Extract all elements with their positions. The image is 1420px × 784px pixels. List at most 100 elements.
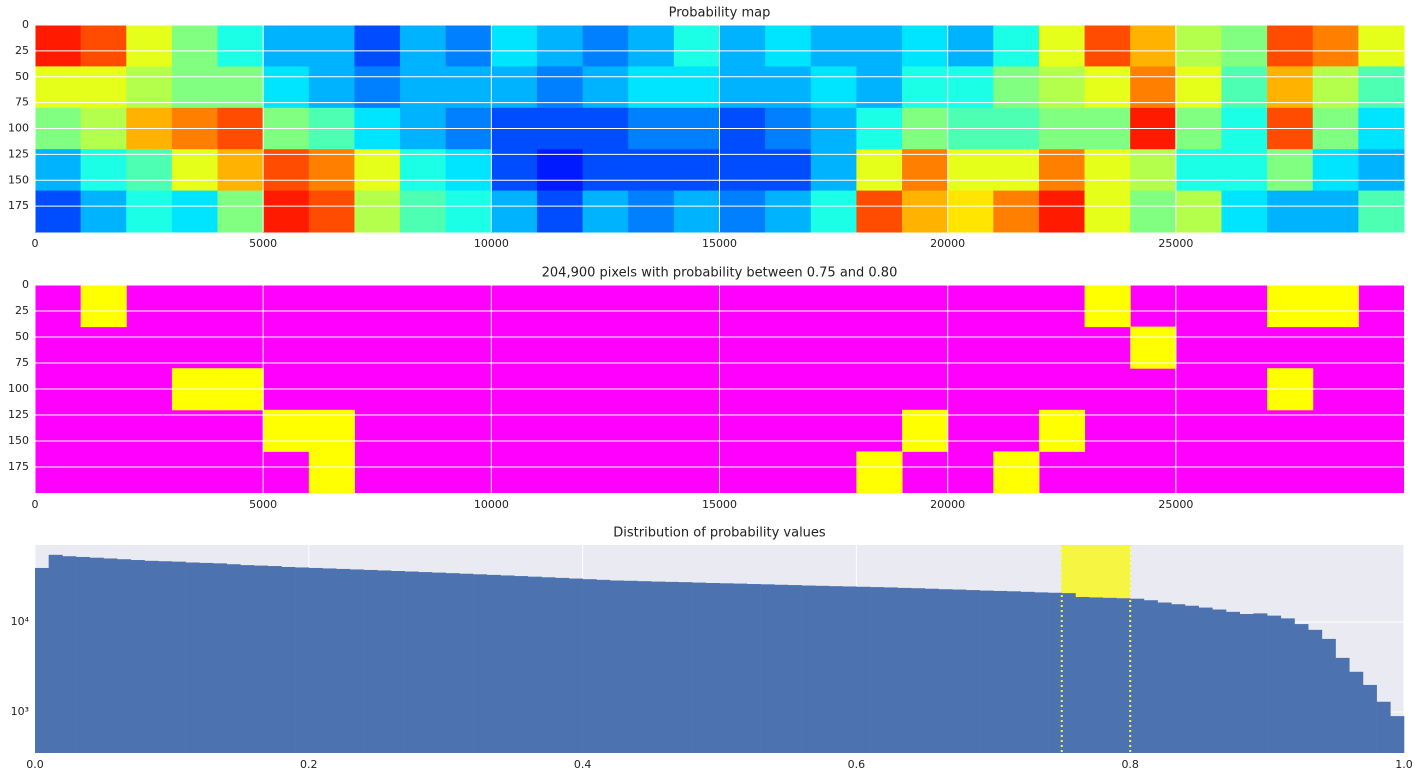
mask-cell	[993, 451, 1040, 494]
x-tick-label: 15000	[702, 237, 737, 250]
histogram-bar	[349, 569, 364, 753]
heat-cell	[1267, 66, 1314, 109]
heat-cell	[947, 149, 994, 192]
heat-cell	[400, 25, 447, 67]
histogram-bar	[1212, 609, 1227, 753]
heat-cell	[491, 149, 538, 192]
histogram-bar	[801, 585, 816, 753]
heat-cell	[80, 25, 127, 67]
heat-cell	[217, 25, 264, 67]
heat-cell	[308, 149, 355, 192]
histogram-bar	[596, 579, 611, 753]
heat-cell	[719, 190, 766, 233]
histogram-bar	[746, 584, 761, 753]
heat-cell	[126, 149, 173, 192]
histogram-bar	[678, 582, 693, 753]
heat-cell	[993, 190, 1040, 233]
mask-cell	[1130, 326, 1177, 369]
y-tick-label: 100	[8, 122, 29, 135]
histogram-bar	[1089, 597, 1104, 753]
heat-cell	[902, 149, 949, 192]
heat-cell	[902, 190, 949, 233]
y-tick-label: 175	[8, 199, 29, 212]
heat-cell	[354, 66, 401, 109]
histogram-bar	[664, 581, 679, 753]
histogram-bar	[1376, 701, 1391, 753]
heat-cell	[217, 190, 264, 233]
heat-cell	[1358, 190, 1405, 233]
histogram-bar	[322, 568, 337, 753]
histogram-bar	[705, 583, 720, 753]
y-tick-label: 175	[8, 460, 29, 473]
mask-cell	[1038, 409, 1086, 452]
histogram-bar	[1390, 716, 1405, 753]
heat-cell	[1084, 190, 1131, 233]
histogram-bar	[787, 585, 802, 753]
histogram-bar	[1280, 618, 1295, 753]
histogram-bar	[527, 576, 542, 753]
x-tick-label: 0.4	[574, 758, 592, 771]
x-tick-label: 0.0	[26, 758, 44, 771]
heat-cell	[171, 190, 219, 233]
histogram-bar	[1349, 671, 1364, 753]
heat-cell	[1084, 25, 1131, 67]
histogram-bar	[568, 578, 583, 753]
heat-cell	[171, 149, 219, 192]
heat-cell	[1130, 25, 1177, 67]
heat-cell	[765, 149, 812, 192]
heat-cell	[765, 190, 812, 233]
histogram-bar	[226, 564, 241, 753]
heat-cell	[1358, 66, 1405, 109]
panel: 204,900 pixels with probability between …	[8, 266, 1404, 511]
heat-cell	[80, 66, 127, 109]
y-tick-label: 100	[8, 382, 29, 395]
histogram-bar	[938, 589, 953, 753]
histogram-bar	[1294, 624, 1309, 753]
mask-cell	[263, 409, 310, 452]
heat-cell	[1221, 66, 1268, 109]
histogram-bar	[212, 563, 227, 753]
x-tick-label: 0.6	[848, 758, 866, 771]
heat-cell	[1312, 25, 1359, 67]
mask-cell	[308, 451, 355, 494]
heat-cell	[1221, 190, 1268, 233]
histogram-bar	[555, 577, 570, 753]
heat-cell	[628, 25, 675, 67]
histogram-bar	[267, 566, 282, 753]
heat-cell	[400, 66, 447, 109]
heat-cell	[628, 66, 675, 109]
heat-cell	[536, 190, 584, 233]
histogram-bar	[363, 569, 378, 753]
heat-cell	[126, 190, 173, 233]
histogram-bar	[842, 586, 857, 753]
x-tick-label: 25000	[1158, 237, 1193, 250]
heat-cell	[719, 66, 766, 109]
heat-cell	[1221, 149, 1268, 192]
heat-cell	[856, 149, 903, 192]
heat-cell	[856, 25, 903, 67]
heat-cell	[35, 190, 82, 233]
x-tick-label: 0	[32, 498, 39, 511]
histogram-bar	[651, 581, 666, 753]
heat-cell	[354, 149, 401, 192]
y-tick-label: 50	[15, 70, 29, 83]
heat-cell	[217, 66, 264, 109]
heat-cell	[1267, 190, 1314, 233]
heat-cell	[628, 149, 675, 192]
histogram-bar	[829, 586, 844, 753]
y-tick-label: 0	[22, 278, 29, 291]
x-tick-label: 10000	[474, 237, 509, 250]
histogram-bar	[911, 588, 926, 753]
y-tick-label: 75	[15, 356, 29, 369]
histogram-bar	[1308, 629, 1323, 753]
heat-cell	[810, 66, 857, 109]
heat-cell	[673, 149, 720, 192]
heat-cell	[810, 149, 857, 192]
histogram-bar	[117, 559, 132, 753]
heat-cell	[947, 190, 994, 233]
x-tick-label: 1.0	[1395, 758, 1413, 771]
heat-cell	[445, 149, 492, 192]
heat-cell	[263, 25, 310, 67]
heat-cell	[902, 66, 949, 109]
